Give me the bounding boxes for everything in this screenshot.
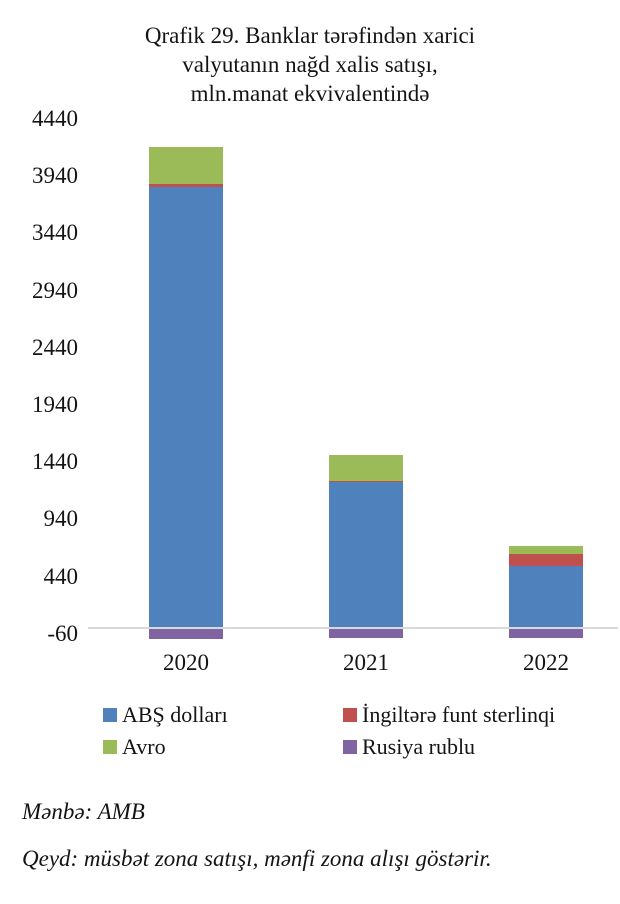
x-axis-line xyxy=(88,627,618,629)
bar-2020-usd xyxy=(149,186,223,627)
bar-2020-rub xyxy=(149,627,223,639)
legend-label-eur: Avro xyxy=(122,734,166,759)
bar-2022-rub xyxy=(509,627,583,639)
y-axis-tick-1940: 1940 xyxy=(32,392,78,418)
chart-title-line-3: mln.manat ekvivalentində xyxy=(190,81,430,106)
chart-legend: ABŞ dolları İngiltərə funt sterlinqi Avr… xyxy=(103,701,555,761)
y-axis-tick-440: 440 xyxy=(43,563,79,589)
y-axis-tick--60: -60 xyxy=(47,620,78,646)
legend-item-gbp: İngiltərə funt sterlinqi xyxy=(343,701,555,729)
bar-2020-gbp xyxy=(149,184,223,187)
y-axis-tick-3440: 3440 xyxy=(32,220,78,246)
y-axis-tick-2440: 2440 xyxy=(32,334,78,360)
x-axis-label-2022: 2022 xyxy=(523,650,569,675)
bar-2022-usd xyxy=(509,565,583,627)
y-axis-tick-4440: 4440 xyxy=(32,106,78,132)
bar-2021-gbp xyxy=(329,480,403,482)
legend-item-eur: Avro xyxy=(103,733,343,761)
y-axis-tick-2940: 2940 xyxy=(32,277,78,303)
explanatory-note: Qeyd: müsbət zona satışı, mənfi zona alı… xyxy=(22,846,492,871)
gbp-series-swatch-icon xyxy=(343,708,357,722)
bar-2021-eur xyxy=(329,455,403,481)
legend-label-gbp: İngiltərə funt sterlinqi xyxy=(362,702,556,727)
bar-2022-eur xyxy=(509,545,583,554)
bar-2021-rub xyxy=(329,627,403,639)
legend-label-rub: Rusiya rublu xyxy=(362,734,476,759)
x-axis-label-2020: 2020 xyxy=(163,650,209,675)
chart-title-line-2: valyutanın nağd xalis satışı, xyxy=(182,52,438,77)
y-axis-tick-1440: 1440 xyxy=(32,449,78,475)
bar-2022-gbp xyxy=(509,553,583,566)
eur-series-swatch-icon xyxy=(103,740,117,754)
y-axis-tick-940: 940 xyxy=(43,506,79,532)
chart-title-line-1: Qrafik 29. Banklar tərəfindən xarici xyxy=(144,23,476,48)
legend-label-usd: ABŞ dolları xyxy=(122,702,228,727)
y-axis-tick-3940: 3940 xyxy=(32,163,78,189)
legend-item-rub: Rusiya rublu xyxy=(343,733,555,761)
bar-2020-eur xyxy=(149,146,223,185)
usd-series-swatch-icon xyxy=(103,708,117,722)
x-axis-label-2021: 2021 xyxy=(343,650,389,675)
source-note: Mənbə: AMB xyxy=(22,799,145,824)
rub-series-swatch-icon xyxy=(343,740,357,754)
bar-2021-usd xyxy=(329,481,403,627)
chart-title: Qrafik 29. Banklar tərəfindən xarici val… xyxy=(20,21,600,108)
legend-item-usd: ABŞ dolları xyxy=(103,701,343,729)
